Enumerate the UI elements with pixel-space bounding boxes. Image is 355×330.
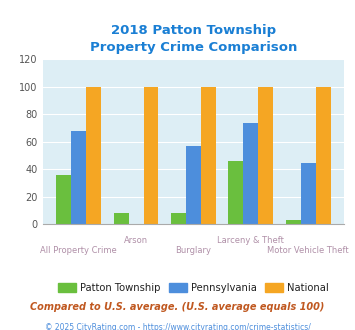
Bar	[286, 220, 301, 224]
Bar	[316, 87, 331, 224]
Bar	[143, 87, 158, 224]
Bar	[56, 175, 71, 224]
Text: Compared to U.S. average. (U.S. average equals 100): Compared to U.S. average. (U.S. average …	[30, 302, 325, 312]
Text: Burglary: Burglary	[175, 246, 212, 255]
Bar	[301, 163, 316, 224]
Title: 2018 Patton Township
Property Crime Comparison: 2018 Patton Township Property Crime Comp…	[90, 24, 297, 54]
Text: All Property Crime: All Property Crime	[40, 246, 117, 255]
Legend: Patton Township, Pennsylvania, National: Patton Township, Pennsylvania, National	[54, 279, 333, 297]
Bar	[71, 131, 86, 224]
Bar	[171, 214, 186, 224]
Bar	[201, 87, 216, 224]
Bar	[86, 87, 101, 224]
Bar	[244, 123, 258, 224]
Text: © 2025 CityRating.com - https://www.cityrating.com/crime-statistics/: © 2025 CityRating.com - https://www.city…	[45, 323, 310, 330]
Bar	[114, 214, 129, 224]
Bar	[186, 146, 201, 224]
Text: Motor Vehicle Theft: Motor Vehicle Theft	[267, 246, 349, 255]
Bar	[229, 161, 244, 224]
Text: Arson: Arson	[124, 236, 148, 245]
Bar	[258, 87, 273, 224]
Text: Larceny & Theft: Larceny & Theft	[217, 236, 284, 245]
